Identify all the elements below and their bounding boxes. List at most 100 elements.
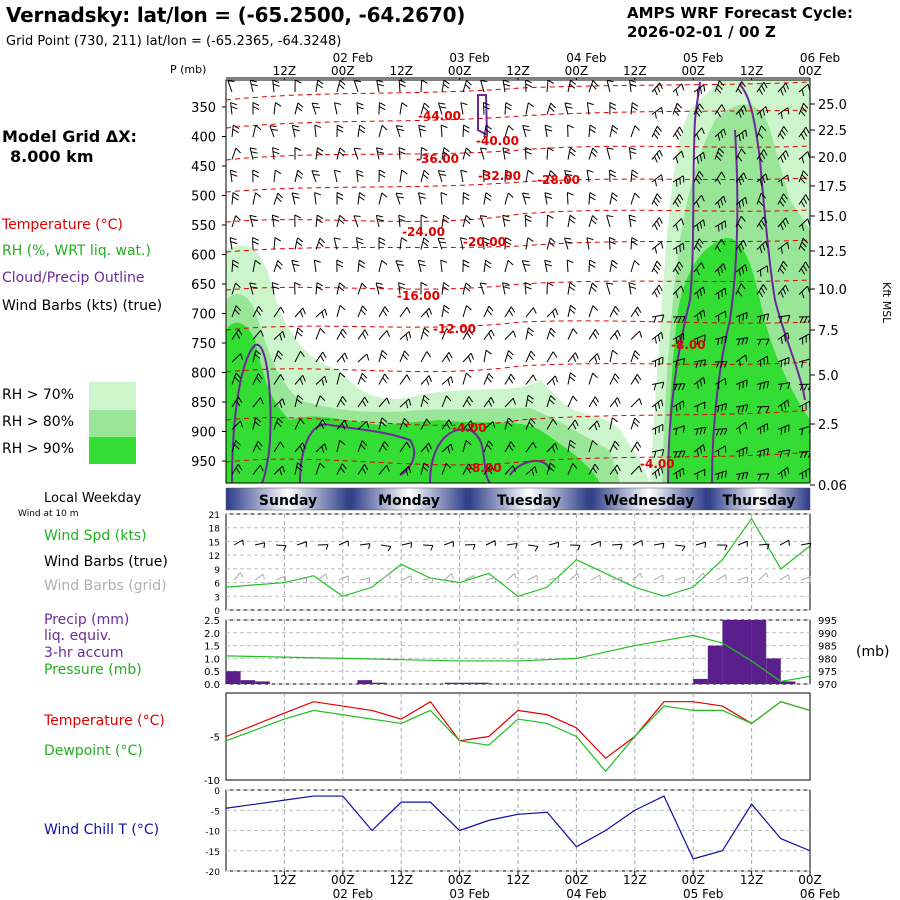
- wind-barb: [693, 401, 706, 413]
- wind-barb: [273, 260, 283, 273]
- wind-barb: [294, 282, 301, 295]
- height-tick: 17.5: [818, 180, 847, 195]
- wind-barb: [651, 125, 662, 140]
- wind-barb: [378, 259, 388, 273]
- wind-barb: [357, 259, 366, 273]
- wind-barb: [693, 286, 706, 299]
- wind-barb: [483, 421, 496, 430]
- wind-barb: [395, 125, 405, 138]
- wind-barb: [714, 147, 725, 161]
- pressure-tick: 400: [191, 131, 216, 146]
- wind-barb: [356, 237, 364, 250]
- wind-barb: [399, 374, 411, 385]
- wind-barb: [420, 282, 428, 295]
- wind-barb: [525, 418, 536, 430]
- wind-barb: [462, 440, 472, 453]
- wind-barb: [756, 284, 768, 298]
- wind-barb: [630, 237, 638, 250]
- wind-barb: [546, 395, 556, 408]
- top-hour-label: 12Z: [506, 64, 530, 78]
- wind-barb: [315, 327, 326, 340]
- wind-barb: [672, 383, 686, 391]
- wind-barb: [504, 465, 516, 475]
- wind-barb: [479, 282, 487, 295]
- chill-ytick: -10: [205, 828, 220, 838]
- wind-barb: [420, 327, 430, 340]
- wind-barb: [315, 443, 328, 453]
- wind-barb: [588, 329, 600, 340]
- legend-temperature: Temperature (°C): [2, 217, 123, 233]
- grid-wind-barb: [737, 576, 749, 583]
- wind-barb: [735, 337, 749, 346]
- wind-barbs-grid: [227, 80, 810, 481]
- wind-barb: [294, 418, 305, 430]
- wind-barb: [483, 329, 495, 340]
- wind-barb: [567, 419, 579, 430]
- precip-bar: [459, 682, 475, 684]
- contour-label: -24.00: [402, 225, 445, 239]
- precip-ytick: 2.5: [204, 616, 220, 627]
- wind-barb: [564, 102, 573, 115]
- wind-barb: [588, 440, 598, 453]
- surface-wind-barb: [611, 543, 623, 550]
- wind-barb: [420, 395, 430, 408]
- top-hour-label: 00Z: [681, 64, 705, 78]
- height-tick: 2.5: [818, 418, 839, 433]
- grid-wind-barb: [548, 576, 560, 583]
- top-hour-label: 12Z: [740, 64, 764, 78]
- wind-barb: [252, 397, 264, 408]
- wind-barb: [399, 465, 412, 476]
- wind-barb: [777, 126, 788, 140]
- top-hour-label: 00Z: [565, 64, 589, 78]
- grid-wind-barb: [779, 574, 790, 581]
- wind-barb: [525, 169, 534, 183]
- wind-barb: [525, 374, 537, 385]
- wind-barb: [273, 169, 282, 183]
- pressure-ytick: 995: [818, 616, 837, 627]
- wind-barb: [231, 259, 239, 273]
- wind-barb: [420, 170, 430, 183]
- wind-barb: [672, 285, 685, 299]
- wind-barb: [437, 170, 447, 183]
- wind-barb: [356, 169, 364, 183]
- wind-barb: [252, 464, 264, 475]
- wind-barb: [229, 169, 238, 183]
- wind-barb: [420, 80, 428, 93]
- bottom-date-label: 05 Feb: [683, 887, 723, 900]
- wind-barb: [714, 220, 727, 232]
- pressure-tick: 500: [191, 190, 216, 205]
- wind-barb: [353, 215, 361, 228]
- wind-barb: [546, 327, 556, 340]
- wind-barb: [252, 329, 264, 340]
- wind-barb: [777, 399, 790, 412]
- wind-barb: [609, 397, 621, 408]
- wind-barb: [504, 417, 514, 430]
- wind-barb: [399, 331, 412, 341]
- wind-barb: [756, 125, 767, 139]
- wind-barb: [714, 104, 726, 118]
- precip-ytick: 2.0: [204, 629, 220, 640]
- contour-label: -20.00: [463, 235, 506, 249]
- legend-liq-equiv: liq. equiv.: [44, 628, 112, 644]
- wind-barb: [693, 376, 706, 389]
- wind-barb: [315, 237, 325, 250]
- station-title: Vernadsky: lat/lon = (-65.2500, -64.2670…: [6, 3, 466, 27]
- bottom-hour-label: 00Z: [681, 873, 705, 887]
- wind-barb: [546, 282, 554, 295]
- wind-barb: [462, 372, 472, 385]
- pressure-tick: 900: [191, 426, 216, 441]
- temp-ytick: -10: [204, 776, 220, 787]
- wind-barb: [798, 151, 810, 164]
- wind-barb: [524, 147, 532, 160]
- wind-barb: [378, 464, 390, 475]
- grid-wind-barb: [800, 576, 811, 583]
- wind-barb: [630, 330, 643, 340]
- wind-barb: [375, 282, 384, 295]
- wind-barb: [353, 147, 361, 160]
- wind-barb: [315, 395, 326, 408]
- wind-chill-panel: 0 -5 -10 -15 -20: [205, 787, 811, 878]
- wind-barb: [378, 373, 389, 385]
- wind-barb: [735, 148, 746, 162]
- wind-barb: [524, 282, 532, 295]
- bottom-date-label: 02 Feb: [333, 887, 373, 900]
